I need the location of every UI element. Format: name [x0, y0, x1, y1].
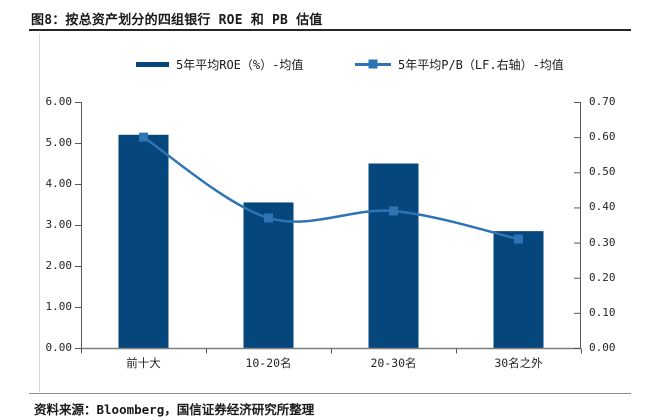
- right-axis-tick-label: 0.60: [589, 130, 616, 144]
- pb-line-marker: [514, 234, 523, 244]
- figure-left-border: [39, 33, 40, 392]
- pb-line-marker: [139, 132, 148, 142]
- roe-bar: [368, 163, 419, 348]
- pb-line-marker: [389, 206, 398, 216]
- left-axis-tick-label: 6.00: [45, 95, 73, 108]
- left-axis-tick-label: 4.00: [45, 177, 73, 190]
- roe-bar: [118, 134, 169, 348]
- line-marker-icon: [368, 59, 378, 69]
- right-axis-tick-label: 0.70: [589, 95, 616, 108]
- legend-label-pb: 5年平均P/B（LF.右轴）-均值: [398, 57, 564, 72]
- left-axis-tick-label: 2.00: [45, 259, 73, 272]
- x-axis-category-label: 30名之外: [494, 356, 543, 370]
- right-axis-tick-label: 0.20: [589, 270, 616, 284]
- bar-series-swatch-icon: [136, 61, 169, 67]
- left-axis-tick-label: 5.00: [45, 136, 73, 149]
- left-axis-tick-label: 3.00: [45, 218, 73, 231]
- right-axis-tick-label: 0.30: [589, 235, 616, 249]
- right-axis-tick-label: 0.00: [589, 341, 616, 354]
- footer-divider: [29, 393, 631, 394]
- pb-line: [142, 136, 519, 241]
- title-underline: [29, 29, 631, 31]
- left-axis-tick-label: 0.00: [45, 341, 73, 354]
- pb-line-marker: [264, 213, 273, 223]
- legend-label-roe: 5年平均ROE（%）-均值: [176, 57, 304, 72]
- figure-title: 图8：按总资产划分的四组银行 ROE 和 PB 估值: [31, 13, 323, 28]
- right-axis-tick-label: 0.10: [589, 305, 616, 319]
- line-series-swatch-icon: [355, 59, 391, 69]
- x-axis-category-label: 20-30名: [370, 356, 417, 370]
- source-note: 资料来源：Bloomberg，国信证券经济研究所整理: [34, 402, 315, 417]
- legend-item-pb: 5年平均P/B（LF.右轴）-均值: [355, 56, 564, 72]
- roe-bar: [493, 231, 544, 348]
- left-axis-tick-label: 1.00: [45, 300, 73, 313]
- legend-item-roe: 5年平均ROE（%）-均值: [136, 56, 303, 72]
- x-axis-category-label: 前十大: [126, 356, 161, 370]
- roe-bar: [243, 202, 294, 348]
- x-axis-category-label: 10-20名: [245, 356, 292, 370]
- right-axis-tick-label: 0.50: [589, 165, 616, 179]
- right-axis-tick-label: 0.40: [589, 200, 616, 214]
